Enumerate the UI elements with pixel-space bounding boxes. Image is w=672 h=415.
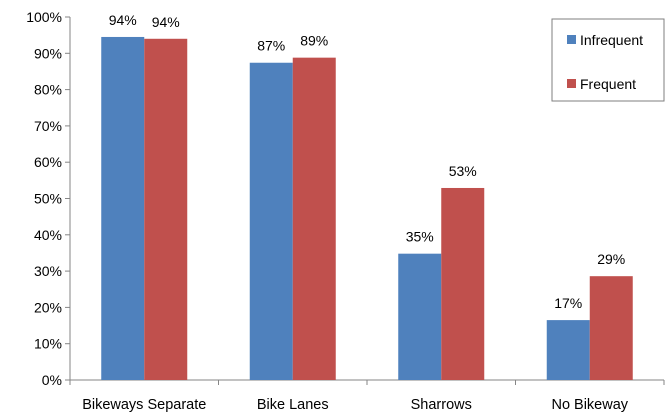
data-label: 89% [300,33,328,49]
bar-infrequent [398,253,442,380]
data-label: 94% [152,14,180,30]
axes: 0% 10% 20% 30% 40% 50% 60% 70% 80% 90% 100% Bikeway… [26,9,665,413]
data-label: 35% [406,229,434,245]
data-label: 29% [597,251,625,267]
bar-infrequent [101,36,145,381]
y-tick-label: 30% [34,263,62,279]
legend-label-frequent: Frequent [580,76,636,92]
y-tick-label: 40% [34,227,62,243]
y-tick-label: 0% [42,372,62,388]
data-labels: 94% 94% 87% 89% 35% 53% 17% 29% [109,12,626,311]
bars [101,36,633,381]
legend: Infrequent Frequent [551,18,665,102]
x-tick-label: Sharrows [411,397,472,413]
x-tick-label: Bike Lanes [257,397,329,413]
y-tick-label: 80% [34,82,62,98]
x-tick-label: Bikeways Separate [82,397,206,413]
y-tick-label: 100% [26,9,62,25]
legend-swatch-infrequent [567,35,576,44]
y-tick-label: 50% [34,191,62,207]
bar-frequent [144,38,188,380]
bar-frequent [441,187,485,380]
y-tick-label: 20% [34,299,62,315]
data-label: 94% [109,12,137,28]
x-tick-label: No Bikeway [551,397,628,413]
bar-infrequent [249,62,293,380]
y-tick-label: 10% [34,336,62,352]
data-label: 53% [449,163,477,179]
bar-frequent [292,57,336,380]
y-tick-label: 70% [34,118,62,134]
data-label: 17% [554,295,582,311]
legend-label-infrequent: Infrequent [580,32,643,48]
bar-infrequent [546,320,590,380]
y-tick-label: 60% [34,154,62,170]
legend-swatch-frequent [567,79,576,88]
bar-frequent [589,276,633,380]
y-tick-label: 90% [34,45,62,61]
data-label: 87% [257,38,285,54]
